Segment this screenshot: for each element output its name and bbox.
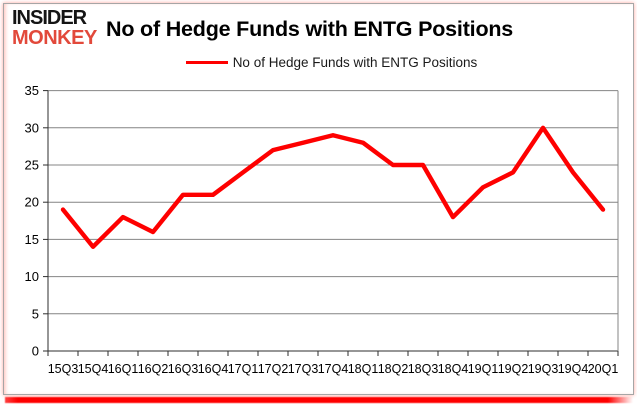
- y-axis-tick-label: 20: [25, 195, 39, 210]
- x-axis-category-label: 19Q3: [528, 362, 559, 376]
- x-axis-category-label: 16Q4: [198, 362, 229, 376]
- legend-line-swatch: [185, 61, 228, 64]
- chart-frame: [3, 3, 634, 395]
- x-axis-category-label: 16Q1: [108, 362, 139, 376]
- x-axis-category-label: 20Q1: [588, 362, 619, 376]
- legend-label: No of Hedge Funds with ENTG Positions: [232, 55, 478, 70]
- x-axis-category-label: 15Q3: [48, 362, 79, 376]
- x-axis-category-label: 19Q2: [498, 362, 529, 376]
- y-axis-tick-label: 15: [25, 232, 39, 247]
- x-axis-category-label: 17Q3: [288, 362, 319, 376]
- x-axis-category-label: 17Q1: [228, 362, 259, 376]
- x-axis-category-label: 18Q1: [348, 362, 379, 376]
- brand-logo: INSIDER MONKEY: [12, 7, 97, 49]
- x-axis-category-label: 17Q2: [258, 362, 289, 376]
- y-axis-tick-label: 35: [25, 83, 39, 98]
- y-axis-tick-label: 5: [32, 306, 39, 321]
- x-axis-category-label: 16Q2: [138, 362, 169, 376]
- chart-legend: No of Hedge Funds with ENTG Positions: [0, 55, 637, 70]
- x-axis-category-label: 18Q3: [408, 362, 439, 376]
- page-title: No of Hedge Funds with ENTG Positions: [106, 17, 514, 41]
- bottom-red-bar: [5, 397, 633, 403]
- x-axis-category-label: 18Q4: [438, 362, 469, 376]
- series-line: [60, 125, 606, 250]
- brand-line1: INSIDER: [12, 7, 87, 29]
- x-axis-category-label: 19Q4: [558, 362, 589, 376]
- brand-line2: MONKEY: [12, 26, 97, 49]
- x-axis-category-label: 18Q2: [378, 362, 409, 376]
- y-axis-tick-label: 0: [32, 344, 39, 359]
- x-axis-category-label: 15Q4: [78, 362, 109, 376]
- y-axis-tick-label: 10: [25, 269, 39, 284]
- x-axis-category-label: 19Q1: [468, 362, 499, 376]
- x-axis-category-label: 16Q3: [168, 362, 199, 376]
- y-axis-tick-label: 30: [25, 120, 39, 135]
- y-axis-tick-label: 25: [25, 158, 39, 173]
- x-axis-category-label: 17Q4: [318, 362, 349, 376]
